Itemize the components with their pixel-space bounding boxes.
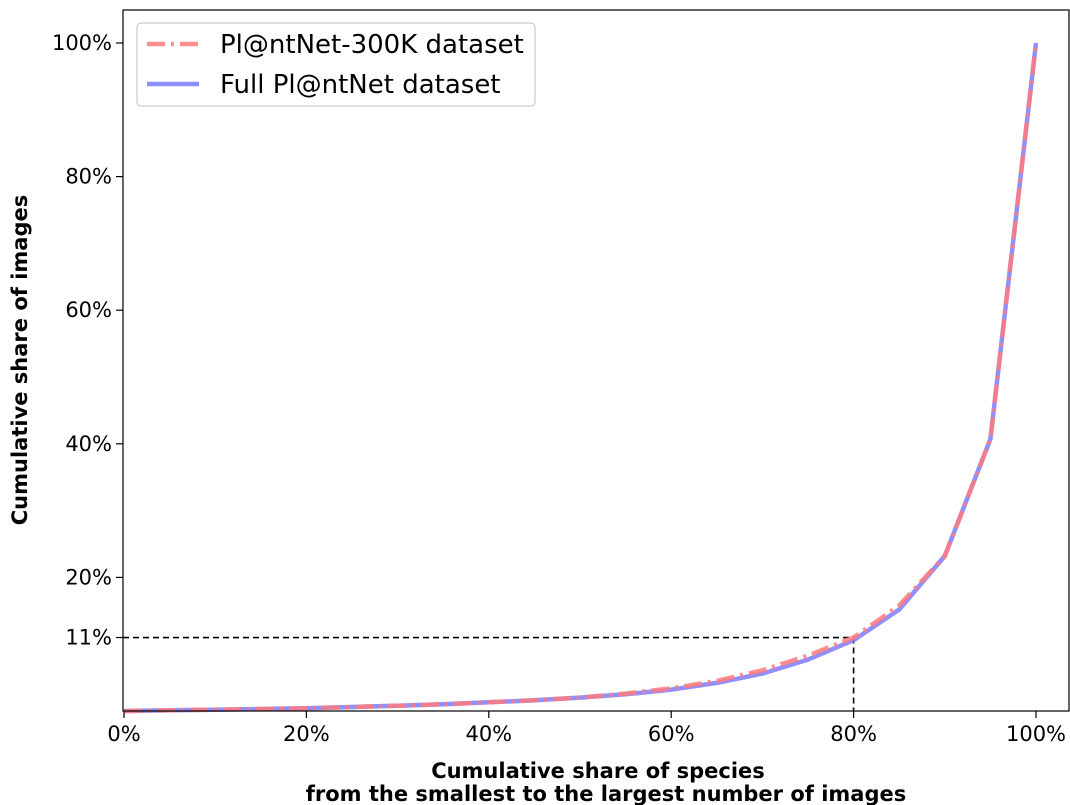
legend-label: Full Pl@ntNet dataset xyxy=(220,70,501,100)
y-tick-label: 80% xyxy=(65,165,112,189)
x-axis-label-line-2: from the smallest to the largest number … xyxy=(306,782,907,805)
y-tick-label: 40% xyxy=(65,432,112,456)
y-axis: 11% 20% 40% 60% 80% 100% xyxy=(52,31,123,650)
x-tick-label: 60% xyxy=(648,722,695,746)
axes-frame xyxy=(122,9,1070,712)
series-line-1 xyxy=(123,42,1039,714)
legend: Pl@ntNet-300K dataset Full Pl@ntNet datas… xyxy=(136,22,536,107)
x-tick-label: 40% xyxy=(465,722,512,746)
y-tick-label: 11% xyxy=(65,626,112,650)
y-tick-label: 60% xyxy=(65,298,112,322)
x-axis: 0% 20% 40% 60% 80% 100% xyxy=(107,711,1066,746)
legend-box xyxy=(136,22,536,107)
series-layer xyxy=(123,42,1039,714)
y-tick-label: 20% xyxy=(65,565,112,589)
x-tick-label: 100% xyxy=(1006,722,1066,746)
series-line-2 xyxy=(123,42,1039,714)
x-tick-label: 20% xyxy=(283,722,330,746)
x-axis-label-line-1: Cumulative share of species xyxy=(431,759,765,783)
legend-label: Pl@ntNet-300K dataset xyxy=(220,30,524,60)
y-tick-label: 100% xyxy=(52,31,112,55)
x-tick-label: 80% xyxy=(830,722,877,746)
reference-lines xyxy=(123,636,855,711)
y-axis-label: Cumulative share of images xyxy=(8,195,32,525)
x-tick-label: 0% xyxy=(107,722,140,746)
